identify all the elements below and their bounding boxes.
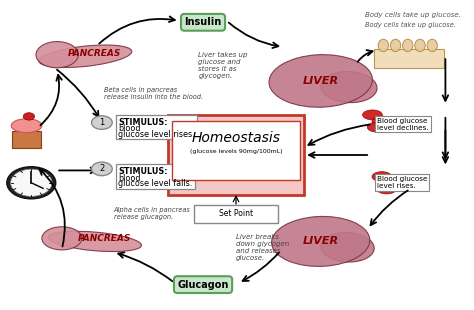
Text: 2: 2 bbox=[99, 164, 104, 173]
Text: Set Point: Set Point bbox=[219, 210, 253, 219]
Text: Liver breaks
down glycogen
and releases
glucose.: Liver breaks down glycogen and releases … bbox=[236, 234, 289, 261]
Text: (glucose levels 90mg/100mL): (glucose levels 90mg/100mL) bbox=[190, 149, 283, 154]
Text: glucose level falls.: glucose level falls. bbox=[118, 179, 192, 188]
Text: Body cells take up glucose.: Body cells take up glucose. bbox=[365, 22, 456, 29]
Text: blood: blood bbox=[118, 124, 141, 133]
Text: STIMULUS:: STIMULUS: bbox=[118, 167, 168, 176]
FancyBboxPatch shape bbox=[374, 50, 444, 68]
Text: LIVER: LIVER bbox=[302, 237, 339, 246]
FancyBboxPatch shape bbox=[173, 121, 300, 180]
Ellipse shape bbox=[415, 39, 425, 52]
Ellipse shape bbox=[372, 172, 392, 182]
FancyBboxPatch shape bbox=[168, 115, 304, 195]
Text: 1: 1 bbox=[99, 118, 104, 127]
Circle shape bbox=[7, 167, 56, 199]
Ellipse shape bbox=[272, 216, 370, 266]
Ellipse shape bbox=[391, 39, 401, 52]
Text: Glucagon: Glucagon bbox=[177, 280, 229, 290]
FancyBboxPatch shape bbox=[12, 131, 41, 148]
Text: STIMULUS:  blood
glucose level rises.: STIMULUS: blood glucose level rises. bbox=[118, 117, 195, 137]
Text: STIMULUS:  blood
glucose level falls.: STIMULUS: blood glucose level falls. bbox=[118, 167, 192, 186]
Circle shape bbox=[91, 162, 112, 176]
Text: Insulin: Insulin bbox=[184, 17, 222, 27]
Text: Body cells take up glucose.: Body cells take up glucose. bbox=[365, 11, 460, 18]
Circle shape bbox=[10, 169, 52, 196]
Circle shape bbox=[23, 113, 35, 120]
Ellipse shape bbox=[378, 39, 389, 52]
Text: Blood glucose
level declines.: Blood glucose level declines. bbox=[377, 117, 429, 131]
Ellipse shape bbox=[269, 55, 373, 107]
Text: Blood glucose
level rises.: Blood glucose level rises. bbox=[377, 176, 428, 189]
Circle shape bbox=[91, 116, 112, 129]
Ellipse shape bbox=[363, 110, 383, 120]
Text: Liver takes up
glucose and
stores it as
glycogen.: Liver takes up glucose and stores it as … bbox=[198, 52, 248, 79]
Ellipse shape bbox=[11, 119, 42, 133]
Text: Beta cells in pancreas
release insulin into the blood.: Beta cells in pancreas release insulin i… bbox=[104, 87, 203, 100]
Ellipse shape bbox=[427, 39, 438, 52]
Text: LIVER: LIVER bbox=[302, 76, 339, 86]
Ellipse shape bbox=[36, 42, 78, 68]
Ellipse shape bbox=[42, 227, 82, 250]
Ellipse shape bbox=[48, 231, 141, 251]
Ellipse shape bbox=[321, 72, 377, 103]
Text: STIMULUS:: STIMULUS: bbox=[118, 118, 168, 127]
Ellipse shape bbox=[402, 39, 413, 52]
Ellipse shape bbox=[372, 116, 392, 126]
Text: blood: blood bbox=[118, 174, 141, 183]
Ellipse shape bbox=[321, 232, 374, 262]
Text: PANCREAS: PANCREAS bbox=[68, 49, 121, 58]
Text: glucose level rises.: glucose level rises. bbox=[118, 130, 195, 139]
FancyBboxPatch shape bbox=[194, 205, 278, 223]
Text: PANCREAS: PANCREAS bbox=[78, 234, 131, 243]
Ellipse shape bbox=[367, 122, 387, 132]
Text: Alpha cells in pancreas
release glucagon.: Alpha cells in pancreas release glucagon… bbox=[114, 207, 191, 220]
Ellipse shape bbox=[377, 184, 396, 194]
Text: Homeostasis: Homeostasis bbox=[191, 131, 281, 145]
Ellipse shape bbox=[382, 178, 401, 188]
Ellipse shape bbox=[39, 45, 132, 68]
